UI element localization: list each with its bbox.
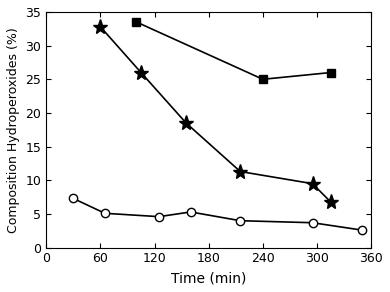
TDCPP+	[134, 20, 139, 24]
TPP+	[184, 121, 188, 125]
Y-axis label: Composition Hydroperoxides (%): Composition Hydroperoxides (%)	[7, 27, 20, 233]
X-axis label: Time (min): Time (min)	[171, 271, 246, 285]
TPP+	[328, 200, 333, 204]
TPP+	[139, 71, 144, 74]
[Ru(bpy)3]2+	[188, 210, 193, 214]
[Ru(bpy)3]2+	[360, 228, 365, 232]
Line: [Ru(bpy)3]2+: [Ru(bpy)3]2+	[69, 194, 366, 234]
[Ru(bpy)3]2+	[103, 211, 107, 215]
TPP+	[238, 170, 243, 173]
[Ru(bpy)3]2+	[157, 215, 161, 218]
TPP+	[310, 182, 315, 185]
Line: TPP+: TPP+	[93, 19, 338, 209]
[Ru(bpy)3]2+	[238, 219, 243, 223]
TDCPP+	[328, 71, 333, 74]
[Ru(bpy)3]2+	[310, 221, 315, 225]
Line: TDCPP+: TDCPP+	[132, 18, 335, 84]
TDCPP+	[261, 78, 265, 81]
TPP+	[98, 25, 103, 29]
[Ru(bpy)3]2+	[71, 197, 76, 200]
